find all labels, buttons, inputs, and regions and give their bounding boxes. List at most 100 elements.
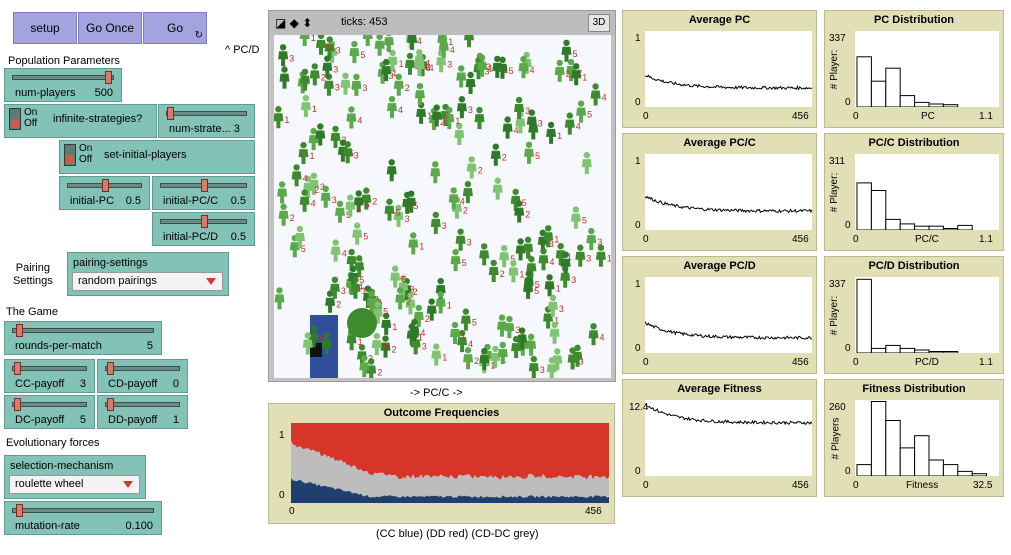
slider-value: 0.5: [125, 195, 141, 207]
rounds-per-match-slider[interactable]: rounds-per-match 5: [4, 321, 162, 355]
selection-select[interactable]: roulette wheel: [9, 475, 140, 494]
set-initial-players-switch[interactable]: On Off set-initial-players: [59, 140, 255, 174]
pairing-settings-chooser[interactable]: pairing-settings random pairings: [67, 252, 229, 296]
chooser-value: random pairings: [78, 275, 157, 287]
world-view[interactable]: ◪ ◆ ⬍ ticks: 453 3D 33333515424324243545…: [268, 10, 616, 382]
agent-label: 4: [576, 122, 581, 132]
switch-toggle[interactable]: [64, 144, 76, 166]
player-agent: [590, 83, 601, 106]
initial-pc-slider[interactable]: initial-PC 0.5: [59, 176, 150, 210]
player-agent: [552, 348, 563, 371]
slider-thumb[interactable]: [107, 362, 114, 375]
num-strategies-slider[interactable]: num-strate... 3: [158, 104, 255, 138]
player-agent: [571, 63, 582, 86]
histogram-bar: [899, 347, 916, 354]
agent-label: 3: [559, 304, 564, 314]
section-pairing: Pairing Settings: [13, 262, 53, 287]
agent-label: 4: [530, 65, 535, 75]
agent-label: 1: [448, 37, 453, 47]
y-min-tick: 0: [635, 97, 641, 108]
go-button[interactable]: Go ↻: [143, 12, 207, 44]
mutation-rate-slider[interactable]: mutation-rate 0.100: [4, 501, 162, 535]
histogram-bar: [942, 464, 959, 477]
slider-thumb[interactable]: [107, 398, 114, 411]
world-canvas[interactable]: 3333351542432424354531213421335543315421…: [274, 35, 611, 378]
dist-pcc-plot: PC/C Distribution 311 0 0 1.1 PC/C # Player:: [824, 133, 1004, 251]
player-agent: [409, 318, 420, 342]
switch-off-label: Off: [79, 154, 93, 165]
agent-label: 5: [535, 280, 540, 290]
switch-toggle[interactable]: [9, 108, 21, 130]
slider-thumb[interactable]: [16, 504, 23, 517]
histogram-bar: [914, 225, 930, 231]
histogram-bar: [885, 420, 901, 477]
slider-thumb[interactable]: [14, 362, 21, 375]
agent-label: 3: [538, 119, 543, 129]
infinite-strategies-switch[interactable]: On Off infinite-strategies?: [4, 104, 157, 138]
slider-thumb[interactable]: [105, 71, 112, 84]
pairing-select[interactable]: random pairings: [72, 272, 223, 291]
agent-label: 4: [311, 199, 316, 209]
agent-label: 2: [474, 356, 479, 366]
y-min-tick: 0: [635, 343, 641, 354]
player-agent: [488, 259, 499, 282]
x-max-tick: 456: [585, 506, 602, 517]
agent-label: 3: [335, 83, 340, 93]
agent-label: 1: [554, 234, 559, 244]
3d-view-button[interactable]: 3D: [588, 14, 610, 32]
cc-payoff-slider[interactable]: CC-payoff 3: [4, 359, 95, 393]
player-agent: [408, 232, 419, 255]
player-agent: [490, 345, 501, 368]
histogram-bar: [942, 351, 959, 354]
player-agent: [460, 308, 471, 331]
ticks-counter: ticks: 453: [341, 16, 388, 28]
cd-payoff-slider[interactable]: CD-payoff 0: [97, 359, 188, 393]
player-agent: [430, 211, 441, 234]
player-agent: [437, 35, 448, 50]
selection-mechanism-chooser[interactable]: selection-mechanism roulette wheel: [4, 455, 146, 499]
x-min-tick: 0: [853, 234, 859, 245]
agent-label: 3: [336, 46, 341, 56]
slider-thumb[interactable]: [201, 215, 208, 228]
player-agent: [477, 54, 488, 77]
slider-label: mutation-rate: [15, 520, 80, 532]
slider-value: 0: [172, 378, 179, 390]
agent-label: 5: [365, 199, 370, 209]
outcome-caption: (CC blue) (DD red) (CD-DC grey): [376, 528, 539, 540]
agent-label: 3: [289, 53, 294, 63]
setup-button[interactable]: setup: [13, 12, 77, 44]
histogram-bar: [856, 182, 872, 231]
y-max-tick: 12.4: [629, 402, 649, 413]
initial-pcc-slider[interactable]: initial-PC/C 0.5: [152, 176, 255, 210]
go-once-button[interactable]: Go Once: [78, 12, 142, 44]
agent-label: 4: [357, 116, 362, 126]
player-agent: [342, 141, 353, 164]
series-line: [644, 321, 813, 341]
switch-off-label: Off: [24, 118, 38, 129]
initial-pcd-slider[interactable]: initial-PC/D 0.5: [152, 212, 255, 246]
dd-payoff-slider[interactable]: DD-payoff 1: [97, 395, 188, 429]
agent-label: 2: [425, 314, 430, 324]
agent-label: 3: [409, 285, 414, 295]
view-shape-icons[interactable]: ◪ ◆ ⬍: [275, 16, 313, 30]
slider-thumb[interactable]: [201, 179, 208, 192]
agent-label: 2: [440, 117, 445, 127]
player-agent: [456, 65, 467, 88]
slider-value: 3: [79, 378, 86, 390]
slider-thumb[interactable]: [167, 107, 174, 120]
plot-area: [644, 400, 813, 476]
dc-payoff-slider[interactable]: DC-payoff 5: [4, 395, 95, 429]
agent-label: 3: [468, 105, 473, 115]
player-agent: [386, 159, 397, 182]
slider-thumb[interactable]: [14, 398, 21, 411]
histogram-bar: [885, 218, 901, 231]
y-min-tick: 0: [845, 466, 851, 477]
plot-area: [855, 31, 999, 108]
player-agent: [570, 206, 581, 229]
num-players-slider[interactable]: num-players 500: [4, 68, 122, 102]
histogram-bar: [942, 228, 959, 231]
player-agent: [381, 58, 392, 82]
slider-thumb[interactable]: [16, 324, 23, 337]
slider-thumb[interactable]: [102, 179, 109, 192]
agent-label: 3: [354, 150, 359, 160]
